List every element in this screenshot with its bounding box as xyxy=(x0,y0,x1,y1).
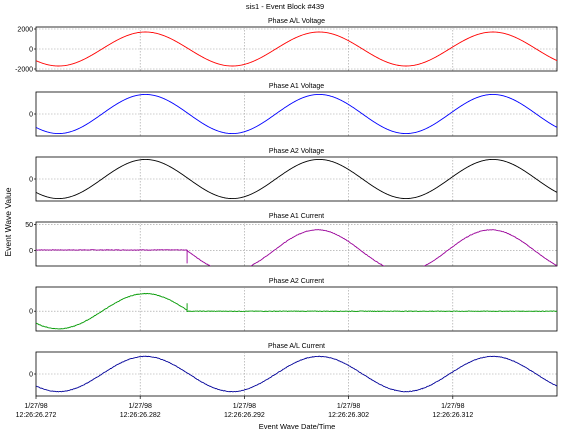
y-tick-label: 2000 xyxy=(17,27,33,34)
panel-frame xyxy=(35,286,558,332)
x-tick-label-date: 1/27/98 xyxy=(441,403,464,410)
panel-3: Phase A2 Voltage 0 xyxy=(29,148,558,202)
panel-5: Phase A2 Current 0 xyxy=(29,278,558,332)
panels: Phase A/L Voltage 2000 0 -2000 Phase A1 Volt… xyxy=(15,18,558,397)
y-tick-label: 0 xyxy=(29,372,33,379)
panel-title: Phase A2 Voltage xyxy=(269,148,324,155)
x-tick-label-date: 1/27/98 xyxy=(337,403,360,410)
panel-frame xyxy=(35,221,558,267)
panel-title: Phase A/L Voltage xyxy=(268,18,325,25)
series-line xyxy=(36,355,557,393)
panel-title: Phase A/L Current xyxy=(268,343,325,350)
panel-title: Phase A2 Current xyxy=(269,278,324,285)
panel-1: Phase A/L Voltage 2000 0 -2000 xyxy=(15,18,558,74)
series-line xyxy=(36,93,557,135)
x-tick-label-time: 12:26:26.272 xyxy=(16,412,57,419)
panel-frame xyxy=(35,156,558,202)
x-tick-label-date: 1/27/98 xyxy=(24,403,47,410)
y-tick-label: 0 xyxy=(29,47,33,54)
panel-title: Phase A1 Current xyxy=(269,213,324,220)
panel-frame xyxy=(35,91,558,137)
panel-frame xyxy=(35,351,558,397)
x-axis-ticks: 1/27/98 12:26:26.272 1/27/98 12:26:26.282 1/… xyxy=(16,396,473,419)
series-line xyxy=(36,229,557,266)
x-tick-label-time: 12:26:26.292 xyxy=(224,412,265,419)
panel-frame xyxy=(35,26,558,72)
panel-2: Phase A1 Voltage 0 xyxy=(29,83,558,137)
y-tick-label: 0 xyxy=(29,248,33,255)
x-tick-label-date: 1/27/98 xyxy=(129,403,152,410)
y-tick-label: 0 xyxy=(29,309,33,316)
series-line xyxy=(36,292,557,330)
x-tick-label-time: 12:26:26.282 xyxy=(120,412,161,419)
panel-title: Phase A1 Voltage xyxy=(269,83,324,90)
x-tick-label-date: 1/27/98 xyxy=(233,403,256,410)
series-line xyxy=(36,31,557,67)
series-line xyxy=(36,158,557,200)
y-tick-label: -2000 xyxy=(15,67,33,74)
y-tick-label: 0 xyxy=(29,177,33,184)
x-axis-label: Event Wave Date/Time xyxy=(259,422,336,431)
y-tick-label: 50 xyxy=(25,222,33,229)
y-axis-label: Event Wave Value xyxy=(3,187,13,256)
panel-4: Phase A1 Current 50 0 xyxy=(25,213,558,267)
chart-title: sis1 - Event Block #439 xyxy=(246,2,324,11)
y-tick-label: 0 xyxy=(29,112,33,119)
panel-6: Phase A/L Current 0 xyxy=(29,343,558,397)
x-tick-label-time: 12:26:26.312 xyxy=(432,412,473,419)
x-tick-label-time: 12:26:26.302 xyxy=(328,412,369,419)
